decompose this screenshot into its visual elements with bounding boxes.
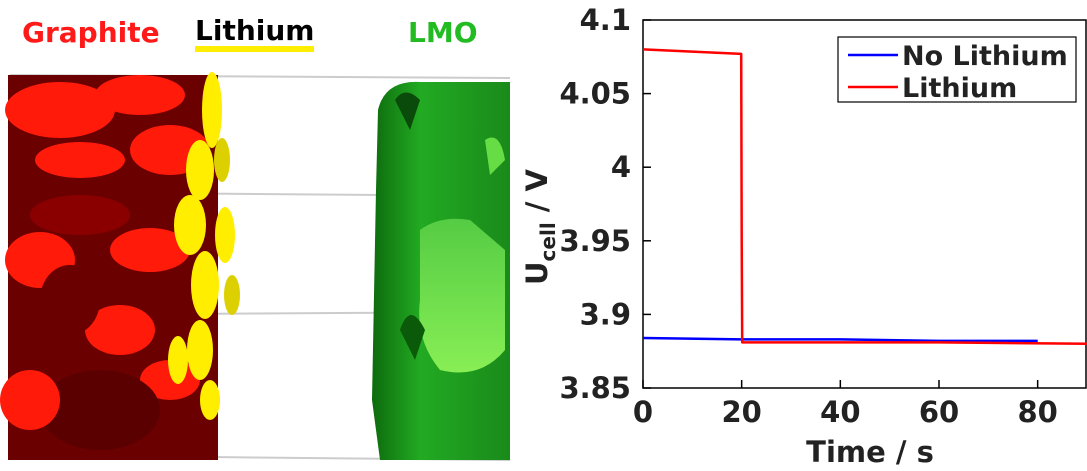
graphite-region [0,75,218,460]
lmo-region [372,81,510,460]
graphite-label: Graphite [22,16,160,49]
series-line-0 [642,336,1038,343]
x-tick-label: 0 [633,395,653,429]
electrode-render-svg [0,72,511,461]
y-tick-label: 4.1 [580,3,631,37]
lithium-region [168,72,240,420]
y-axis-label: Ucell / V [520,169,560,285]
lmo-label: LMO [408,16,478,49]
y-tick-label: 3.9 [580,297,631,331]
legend-label-1: Lithium [902,73,1017,104]
x-tick-label: 60 [919,395,959,429]
legend-box [837,36,1077,103]
x-tick-label: 20 [721,395,761,429]
y-tick-label: 4.05 [559,77,631,111]
y-tick-label: 3.95 [559,224,631,258]
plot-frame [642,19,1087,389]
lithium-label: Lithium [195,16,315,52]
x-axis-label: Time / s [806,435,934,467]
legend-label-0: No Lithium [902,41,1068,72]
x-tick-label: 80 [1017,395,1057,429]
y-tick-label: 4 [611,150,631,184]
series-line-1 [642,48,1087,346]
x-tick-label: 40 [820,395,860,429]
y-tick-label: 3.85 [559,371,631,405]
electrode-structure-render: Graphite Lithium LMO [0,0,520,467]
